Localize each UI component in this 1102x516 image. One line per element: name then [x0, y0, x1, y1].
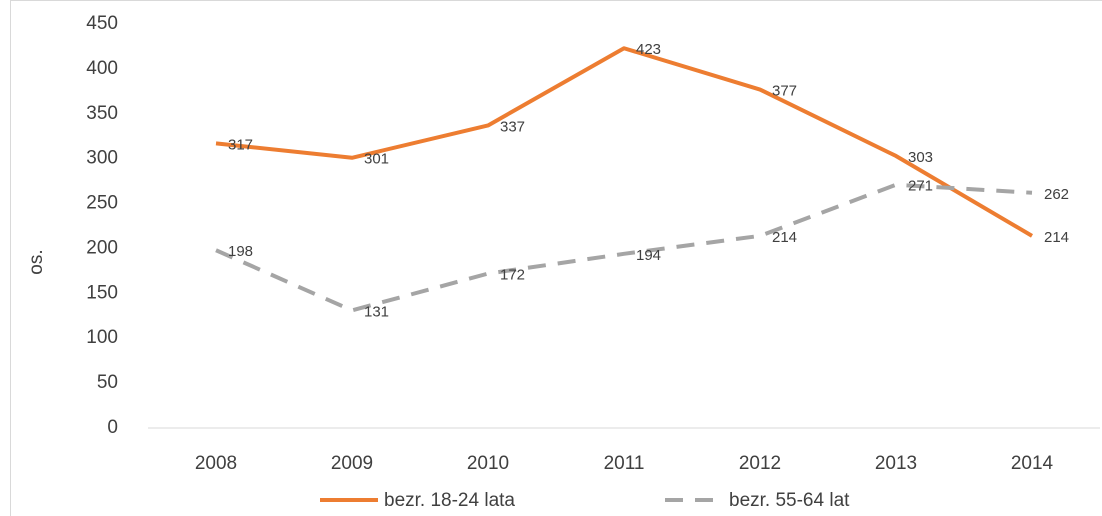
data-label: 262 — [1044, 186, 1069, 203]
x-tick-label: 2012 — [739, 453, 781, 474]
legend-label: bezr. 55-64 lat — [729, 490, 850, 511]
x-tick-label: 2014 — [1011, 453, 1054, 474]
x-tick-label: 2011 — [604, 453, 645, 474]
y-tick-label: 250 — [86, 193, 118, 214]
x-tick-label: 2013 — [875, 453, 917, 474]
y-tick-label: 350 — [86, 103, 118, 124]
data-label: 317 — [228, 136, 253, 153]
series-line — [215, 46, 1034, 238]
data-label: 337 — [500, 118, 525, 135]
series-line — [215, 182, 1033, 313]
x-tick-label: 2009 — [331, 453, 373, 474]
y-tick-label: 0 — [107, 417, 118, 438]
x-tick-label: 2010 — [467, 453, 509, 474]
data-label: 131 — [364, 303, 389, 320]
data-label: 214 — [1044, 229, 1069, 246]
data-label: 172 — [500, 267, 525, 284]
chart-border — [10, 0, 1102, 516]
data-label: 271 — [908, 178, 933, 195]
data-label: 198 — [228, 243, 253, 260]
data-label: 194 — [636, 247, 661, 264]
data-label: 214 — [772, 229, 797, 246]
data-label: 303 — [908, 149, 933, 166]
data-label: 377 — [772, 83, 797, 100]
y-tick-label: 400 — [86, 58, 118, 79]
y-tick-label: 50 — [97, 372, 118, 393]
y-tick-label: 200 — [86, 237, 118, 258]
data-label: 301 — [364, 151, 389, 168]
x-tick-label: 2008 — [195, 453, 237, 474]
data-label: 423 — [636, 41, 661, 58]
y-tick-label: 300 — [86, 148, 118, 169]
legend-label: bezr. 18-24 lata — [384, 490, 515, 511]
y-tick-label: 450 — [86, 13, 118, 34]
y-tick-label: 150 — [86, 282, 118, 303]
y-tick-label: 100 — [86, 327, 118, 348]
y-axis-label: os. — [26, 249, 47, 274]
